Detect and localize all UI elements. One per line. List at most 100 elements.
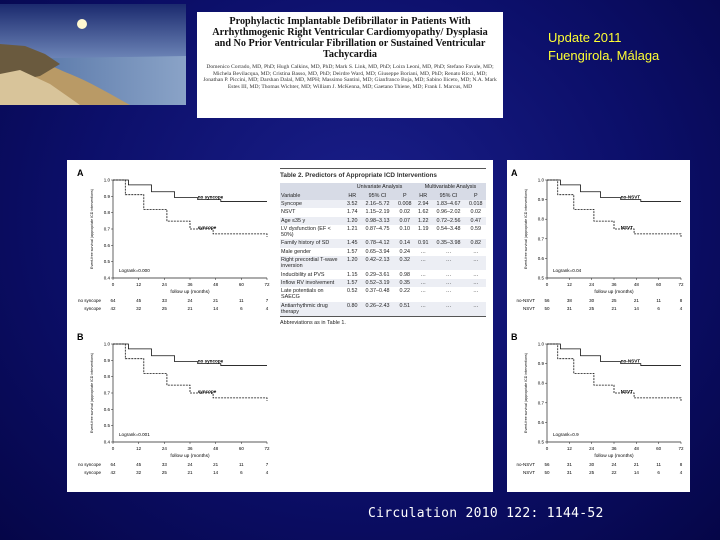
at-risk-label: NSVT bbox=[523, 306, 535, 311]
table-cell: … bbox=[473, 257, 479, 264]
table-cell: 1.20 bbox=[346, 217, 358, 224]
at-risk-count: 25 bbox=[589, 306, 595, 311]
at-risk-count: 24 bbox=[187, 462, 193, 467]
x-tick-label: 0 bbox=[112, 446, 115, 451]
y-tick-label: 1.0 bbox=[104, 342, 111, 347]
at-risk-count: 33 bbox=[162, 298, 168, 303]
y-tick-label: 0.5 bbox=[104, 423, 111, 428]
y-tick-label: 1.0 bbox=[538, 178, 545, 183]
y-tick-label: 0.8 bbox=[104, 210, 111, 215]
table-cell: LV dysfunction (EF < 50%) bbox=[281, 226, 331, 239]
x-tick-label: 36 bbox=[187, 282, 193, 287]
y-tick-label: 0.6 bbox=[538, 420, 545, 425]
y-tick-label: 0.4 bbox=[104, 276, 111, 281]
at-risk-label: syncope bbox=[84, 306, 101, 311]
table-cell: … bbox=[445, 288, 452, 295]
table-cell: 0.47 bbox=[470, 217, 482, 224]
x-tick-label: 72 bbox=[264, 282, 270, 287]
survival-curve bbox=[547, 343, 682, 401]
group-row: Univariate Analysis Multivariable Analysi… bbox=[280, 183, 486, 191]
table-row: NSVT 1.74 1.15–2.19 0.02 1.62 0.96–2.02 0.02 bbox=[280, 208, 486, 216]
at-risk-count: 50 bbox=[544, 470, 550, 475]
event-name: Update 2011 bbox=[548, 30, 622, 45]
y-tick-label: 0.9 bbox=[538, 197, 545, 202]
x-tick-label: 36 bbox=[611, 446, 617, 451]
table-head: Univariate Analysis Multivariable Analysi… bbox=[280, 183, 486, 200]
table-cell: Inducibility at PVS bbox=[281, 271, 325, 278]
at-risk-count: 21 bbox=[634, 462, 640, 467]
x-tick-label: 12 bbox=[567, 446, 573, 451]
table: Univariate Analysis Multivariable Analysi… bbox=[280, 183, 486, 316]
table-cell: 0.02 bbox=[399, 209, 411, 216]
at-risk-count: 11 bbox=[656, 298, 661, 303]
table-cell: … bbox=[473, 302, 479, 309]
predictors-table: Table 2. Predictors of Appropriate ICD I… bbox=[280, 168, 486, 329]
table-cell: … bbox=[473, 288, 479, 295]
table-cell: 0.87–4.75 bbox=[365, 226, 390, 233]
panel-label: B bbox=[77, 332, 84, 342]
curve-label: no syncope bbox=[198, 359, 224, 364]
table-cell: … bbox=[445, 271, 452, 278]
at-risk-count: 31 bbox=[567, 470, 573, 475]
at-risk-count: 8 bbox=[680, 298, 683, 303]
y-tick-label: 0.8 bbox=[104, 374, 111, 379]
at-risk-count: 4 bbox=[266, 470, 269, 475]
table-cell: 1.19 bbox=[417, 226, 429, 233]
group-header bbox=[280, 183, 344, 191]
curve-label: syncope bbox=[198, 225, 217, 230]
table-cell: Family history of SD bbox=[281, 240, 330, 247]
at-risk-count: 14 bbox=[213, 306, 219, 311]
figure-left: A Event-free survival (appropriate ICD in… bbox=[67, 160, 493, 492]
table-cell: 0.14 bbox=[399, 240, 411, 247]
x-tick-label: 0 bbox=[112, 282, 115, 287]
at-risk-count: 25 bbox=[162, 470, 168, 475]
table-cell: Age ≤35 y bbox=[281, 217, 306, 224]
group-header: Univariate Analysis bbox=[356, 184, 403, 191]
curve-label: no-NSVT bbox=[621, 195, 641, 200]
logrank: Logrank=0.001 bbox=[119, 432, 150, 437]
at-risk-count: 4 bbox=[680, 470, 683, 475]
at-risk-count: 64 bbox=[110, 298, 116, 303]
logrank: Logrank=0.000 bbox=[119, 268, 150, 273]
table-cell: 0.59 bbox=[470, 226, 482, 233]
table-cell: 0.008 bbox=[398, 200, 412, 207]
at-risk-count: 21 bbox=[213, 462, 219, 467]
table-cell: 0.018 bbox=[469, 200, 483, 207]
at-risk-count: 31 bbox=[567, 306, 573, 311]
table-cell: 0.65–3.94 bbox=[365, 248, 390, 255]
y-tick-label: 0.6 bbox=[104, 407, 111, 412]
at-risk-label: NSVT bbox=[523, 470, 535, 475]
table-cell: … bbox=[420, 271, 426, 278]
at-risk-count: 22 bbox=[611, 470, 617, 475]
y-tick-label: 1.0 bbox=[104, 178, 111, 183]
table-cell: 1.62 bbox=[417, 209, 429, 216]
panel-label: A bbox=[77, 168, 84, 178]
survival-curve bbox=[113, 343, 267, 366]
survival-curve bbox=[113, 179, 268, 237]
at-risk-count: 11 bbox=[656, 462, 661, 467]
panel-label: A bbox=[511, 168, 518, 178]
y-tick-label: 0.5 bbox=[538, 276, 545, 281]
at-risk-count: 4 bbox=[680, 306, 683, 311]
table-cell: 1.45 bbox=[346, 240, 358, 247]
y-tick-label: 1.0 bbox=[538, 342, 545, 347]
table-cell: … bbox=[473, 248, 479, 255]
column-header: 95% CI bbox=[439, 192, 458, 199]
curve-label: syncope bbox=[198, 389, 217, 394]
table-cell: 1.22 bbox=[417, 217, 429, 224]
table-cell: 0.26–2.43 bbox=[365, 302, 390, 309]
y-tick-label: 0.9 bbox=[104, 194, 111, 199]
at-risk-count: 25 bbox=[589, 470, 595, 475]
table-cell: 0.35–3.98 bbox=[436, 240, 461, 247]
at-risk-count: 24 bbox=[187, 298, 193, 303]
x-tick-label: 48 bbox=[213, 282, 219, 287]
table-cell: 1.21 bbox=[346, 226, 358, 233]
table-footnote: Abbreviations as in Table 1. bbox=[280, 315, 486, 329]
at-risk-count: 14 bbox=[634, 470, 640, 475]
x-axis-label: follow up (months) bbox=[594, 289, 634, 295]
paper-title: Prophylactic Implantable Defibrillator i… bbox=[212, 16, 488, 60]
survival-curve bbox=[547, 179, 681, 202]
table-cell: 1.20 bbox=[346, 257, 358, 264]
at-risk-label: no-NSVT bbox=[516, 462, 535, 467]
x-tick-label: 24 bbox=[589, 446, 595, 451]
